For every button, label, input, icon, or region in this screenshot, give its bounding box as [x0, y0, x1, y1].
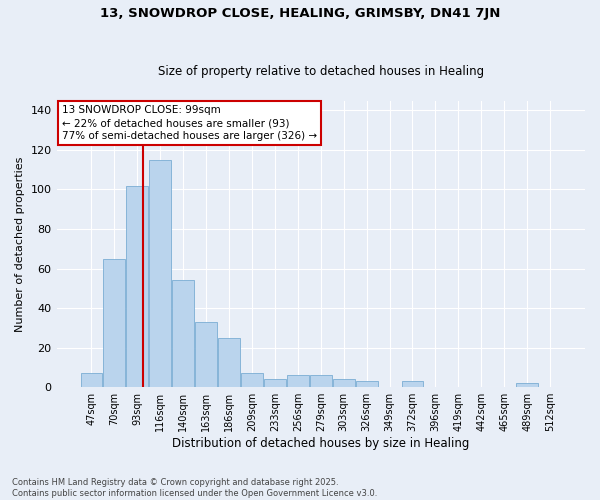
Bar — [172, 280, 194, 387]
Bar — [218, 338, 240, 387]
Text: 13 SNOWDROP CLOSE: 99sqm
← 22% of detached houses are smaller (93)
77% of semi-d: 13 SNOWDROP CLOSE: 99sqm ← 22% of detach… — [62, 105, 317, 141]
Bar — [287, 376, 309, 387]
Bar — [356, 382, 377, 387]
Y-axis label: Number of detached properties: Number of detached properties — [15, 156, 25, 332]
Bar — [80, 374, 103, 387]
Bar — [264, 380, 286, 387]
Bar — [195, 322, 217, 387]
Bar — [149, 160, 171, 387]
Bar — [401, 382, 424, 387]
Bar — [103, 258, 125, 387]
Bar — [127, 186, 148, 387]
Text: 13, SNOWDROP CLOSE, HEALING, GRIMSBY, DN41 7JN: 13, SNOWDROP CLOSE, HEALING, GRIMSBY, DN… — [100, 8, 500, 20]
Bar — [333, 380, 355, 387]
Bar — [516, 384, 538, 387]
Text: Contains HM Land Registry data © Crown copyright and database right 2025.
Contai: Contains HM Land Registry data © Crown c… — [12, 478, 377, 498]
Bar — [310, 376, 332, 387]
Bar — [241, 374, 263, 387]
Title: Size of property relative to detached houses in Healing: Size of property relative to detached ho… — [158, 66, 484, 78]
X-axis label: Distribution of detached houses by size in Healing: Distribution of detached houses by size … — [172, 437, 469, 450]
